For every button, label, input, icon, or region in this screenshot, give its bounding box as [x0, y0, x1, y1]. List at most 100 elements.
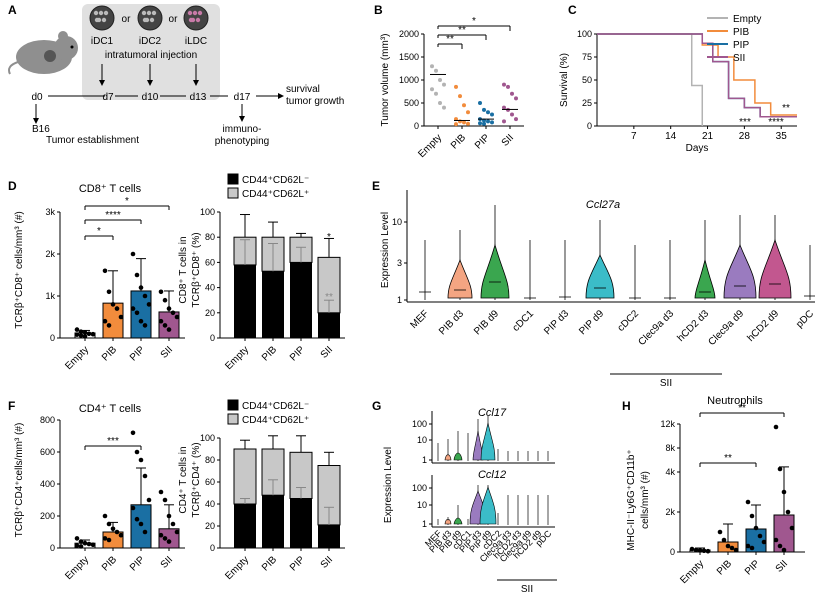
- panel-letter-A: A: [8, 3, 17, 17]
- b-sig: **: [458, 25, 466, 36]
- f1-point: [118, 532, 124, 538]
- b-xtick-label: Empty: [416, 132, 444, 160]
- c-sig: ****: [768, 117, 784, 128]
- d2-ylabel: TCRβ⁺CD8⁺ (%): [191, 232, 202, 307]
- g-ylabel: Expression Level: [383, 447, 394, 523]
- f2-bar-cd62l-neg: [318, 524, 340, 548]
- e-violin: [694, 259, 716, 299]
- day-label: d13: [190, 92, 207, 103]
- f1-ytick-label: 0: [50, 543, 55, 553]
- b-ytick-label: 1000: [399, 75, 419, 85]
- f2-ytick-label: 100: [200, 433, 215, 443]
- b-ytick-label: 500: [404, 98, 419, 108]
- b-point: [454, 122, 458, 127]
- d2-ytick-label: 100: [200, 207, 215, 217]
- d2-legend-swatch: [227, 187, 239, 199]
- f1-sig: ***: [107, 436, 119, 447]
- f1-point: [166, 513, 172, 519]
- b-ytick-label: 1500: [399, 52, 419, 62]
- d1-ytick-label: 1k: [45, 291, 55, 301]
- c-ylabel: Survival (%): [559, 53, 570, 107]
- f1-ylabel: TCRβ⁺CD4⁺cells/mm³ (#): [14, 423, 25, 538]
- g-ytick-label: 10: [417, 500, 427, 510]
- d1-point: [158, 318, 164, 324]
- h-point: [781, 489, 787, 495]
- b-point: [434, 91, 438, 96]
- g1-violin: [472, 430, 484, 461]
- f1-point: [106, 521, 112, 527]
- f1-point: [82, 540, 88, 546]
- f2-ylabel: TCRβ⁺CD4⁺ (%): [191, 442, 202, 517]
- d1-point: [78, 329, 84, 335]
- b-point: [490, 112, 494, 117]
- panel-letter-E: E: [372, 179, 380, 193]
- f1-xtick-label: PIB: [100, 554, 119, 573]
- f2-ytick-label: 40: [205, 499, 215, 509]
- f1-xtick-label: SII: [159, 554, 175, 570]
- d1-xtick-label: Empty: [63, 344, 91, 372]
- c-xlabel: Days: [686, 143, 709, 154]
- b-point: [430, 87, 434, 92]
- b-point: [482, 121, 486, 126]
- d1-point: [130, 251, 136, 257]
- b-point: [462, 103, 466, 108]
- c-xtick-label: 14: [665, 131, 677, 142]
- f2-legend-swatch: [227, 399, 239, 411]
- f1-point: [102, 536, 108, 541]
- d1-point: [170, 310, 176, 316]
- g2-violin: [444, 519, 452, 525]
- c-ytick-label: 75: [582, 52, 592, 62]
- e-ytick-label: 10: [392, 217, 402, 227]
- b-point: [466, 110, 470, 115]
- b-point: [510, 112, 514, 117]
- e-category: PIP d3: [542, 308, 571, 337]
- e-group-label: SII: [660, 378, 672, 389]
- dish-cell: [94, 17, 100, 23]
- h-point: [777, 543, 783, 549]
- e-ytick-label: 3: [397, 258, 402, 268]
- dish-1: [137, 5, 163, 31]
- h-point: [781, 547, 787, 553]
- e-category: PIP d9: [577, 308, 606, 337]
- h-ytick-label: 8k: [665, 443, 675, 453]
- arrow-head: [239, 116, 245, 122]
- injection-box: [82, 4, 220, 100]
- dish-cell: [98, 10, 104, 16]
- d2-xtick-label: PIP: [288, 344, 307, 363]
- h-ytick-label: 4k: [665, 467, 675, 477]
- d2-xtick-label: Empty: [223, 344, 251, 372]
- h-xtick-label: SII: [774, 558, 790, 574]
- d1-point: [162, 297, 168, 303]
- d1-point: [158, 289, 164, 295]
- d1-point: [138, 318, 144, 324]
- b-point: [478, 121, 482, 126]
- d2-ytick-label: 60: [205, 257, 215, 267]
- e-category: cDC1: [511, 308, 537, 334]
- d2-legend-swatch: [227, 173, 239, 185]
- d2-ytick-label: 80: [205, 232, 215, 242]
- f1-xtick-label: PIP: [128, 554, 147, 573]
- d1-sig: ****: [105, 210, 121, 221]
- b-point: [510, 91, 514, 96]
- d1-point: [142, 323, 148, 328]
- c-xtick-label: 28: [739, 131, 751, 142]
- g-group-label: SII: [521, 584, 533, 595]
- d1-point: [102, 318, 108, 324]
- b-point: [514, 96, 518, 101]
- f1-point: [162, 497, 168, 503]
- h-point: [749, 545, 755, 551]
- injection-text: intratumoral injection: [105, 50, 197, 61]
- d1-point: [82, 334, 88, 339]
- f1-xtick-label: Empty: [63, 554, 91, 582]
- b16-label: B16: [32, 124, 50, 135]
- c-ytick-label: 50: [582, 75, 592, 85]
- e-category: Clec9a d3: [637, 308, 677, 348]
- d1-point: [166, 327, 172, 332]
- immuno-label: phenotyping: [215, 136, 270, 147]
- h-ytick-label: 2k: [665, 507, 675, 517]
- f1-point: [102, 513, 108, 519]
- d1-point: [162, 323, 168, 328]
- dish-cell: [195, 17, 201, 23]
- c-legend-label: Empty: [733, 14, 761, 25]
- g-ytick-label: 10: [417, 435, 427, 445]
